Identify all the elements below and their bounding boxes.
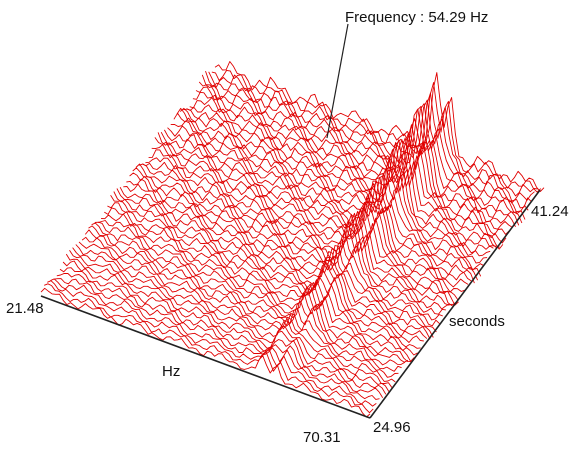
spectrum-trace bbox=[126, 178, 456, 306]
spectrum-trace bbox=[186, 104, 516, 228]
x-max-tick-label: 70.31 bbox=[303, 429, 341, 446]
spectrum-trace bbox=[91, 222, 421, 349]
spectrum-trace bbox=[119, 186, 450, 310]
spectrum-trace bbox=[208, 71, 538, 197]
spectrum-trace bbox=[113, 191, 443, 321]
spectrum-trace bbox=[88, 225, 418, 356]
spectrum-trace bbox=[148, 149, 479, 281]
spectrum-trace bbox=[94, 221, 424, 343]
spectrum-trace bbox=[69, 249, 399, 378]
spectrum-trace bbox=[198, 81, 529, 214]
spectrum-trace bbox=[173, 112, 504, 250]
spectrum-trace bbox=[62, 260, 393, 389]
spectrum-trace bbox=[157, 132, 488, 264]
spectrum-trace bbox=[78, 241, 409, 363]
spectrum-trace bbox=[211, 69, 542, 193]
annotation-leader-line bbox=[326, 23, 349, 139]
spectrum-trace bbox=[214, 61, 545, 192]
y-max-tick-label: 41.24 bbox=[531, 203, 569, 220]
spectrum-trace bbox=[53, 278, 384, 399]
spectrum-trace bbox=[40, 287, 371, 418]
spectrum-trace bbox=[189, 97, 520, 226]
spectrum-trace bbox=[195, 86, 526, 220]
x-min-tick-label: 21.48 bbox=[6, 300, 44, 317]
spectrum-trace bbox=[110, 195, 440, 327]
spectrum-trace bbox=[164, 129, 494, 254]
spectrum-trace bbox=[160, 131, 491, 257]
spectrum-trace bbox=[123, 183, 453, 306]
x-axis-title: Hz bbox=[162, 363, 180, 380]
spectrum-trace bbox=[47, 280, 377, 407]
spectrum-trace bbox=[116, 188, 446, 315]
spectrum-trace bbox=[154, 137, 485, 271]
spectrum-trace bbox=[145, 157, 475, 284]
spectrum-trace bbox=[97, 220, 428, 339]
spectrum-trace bbox=[205, 70, 535, 203]
spectrum-trace bbox=[72, 247, 402, 372]
spectrum-trace bbox=[192, 91, 523, 224]
spectrum-trace bbox=[50, 278, 380, 400]
spectrum-trace bbox=[183, 108, 513, 230]
spectrum-trace bbox=[65, 253, 396, 383]
spectrum-trace bbox=[44, 283, 374, 414]
spectrum-trace bbox=[59, 267, 390, 392]
spectrum-trace bbox=[56, 272, 387, 395]
spectrum-trace bbox=[84, 229, 415, 362]
spectrum-traces bbox=[40, 61, 545, 418]
y-axis-title: seconds bbox=[449, 313, 505, 330]
spectrum-trace bbox=[170, 120, 500, 248]
spectrum-trace bbox=[201, 74, 532, 209]
spectrum-trace bbox=[151, 144, 482, 277]
spectrum-trace bbox=[75, 244, 406, 366]
spectrum-trace bbox=[129, 172, 459, 306]
y-min-tick-label: 24.96 bbox=[373, 419, 411, 436]
spectrum-trace bbox=[104, 207, 434, 338]
y-axis-line bbox=[369, 189, 541, 419]
spectrum-trace bbox=[107, 202, 437, 333]
spectrum-trace bbox=[81, 236, 412, 363]
frequency-annotation: Frequency : 54.29 Hz bbox=[345, 9, 488, 26]
spectrum-trace bbox=[167, 125, 497, 247]
spectrum-trace bbox=[101, 213, 431, 340]
x-axis-line bbox=[40, 295, 371, 419]
